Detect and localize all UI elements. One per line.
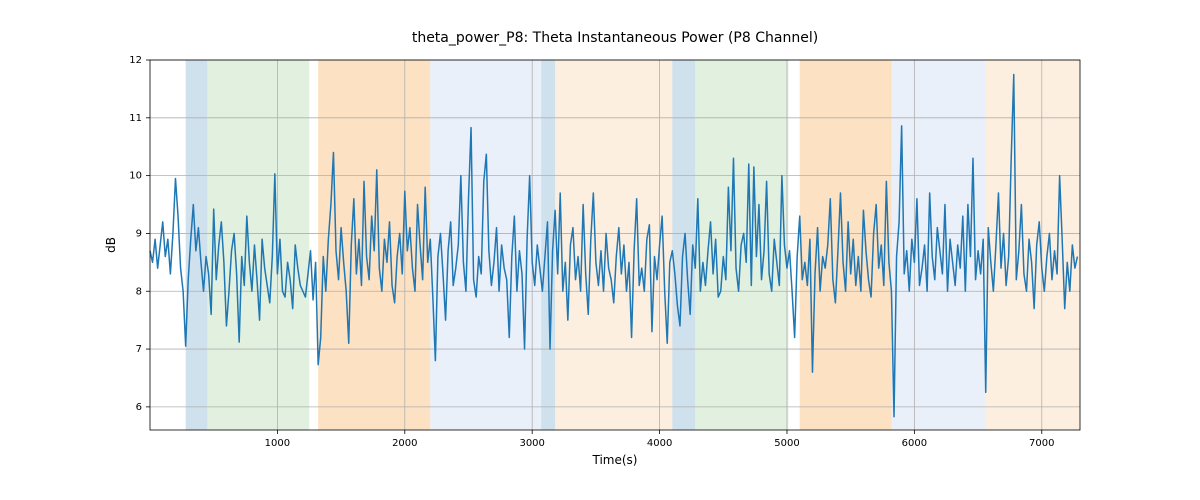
ytick-label: 10 [129, 171, 142, 182]
ytick-label: 7 [136, 344, 142, 355]
chart-figure: 1000 2000 3000 4000 5000 6000 7000 6 7 8 9 10 11 12 Ti… [0, 0, 1200, 500]
chart-band [555, 60, 672, 430]
ytick-label: 6 [136, 402, 142, 413]
chart-xticks: 1000 2000 3000 4000 5000 6000 7000 [265, 430, 1055, 449]
chart-xlabel: Time(s) [592, 453, 638, 467]
ytick-label: 8 [136, 286, 142, 297]
xtick-label: 6000 [902, 438, 927, 449]
chart-title: theta_power_P8: Theta Instantaneous Powe… [412, 30, 818, 46]
xtick-label: 7000 [1029, 438, 1054, 449]
xtick-label: 5000 [774, 438, 799, 449]
chart-band [430, 60, 541, 430]
xtick-label: 2000 [392, 438, 417, 449]
chart-ylabel: dB [104, 237, 118, 253]
ytick-label: 12 [129, 55, 142, 66]
ytick-label: 9 [136, 228, 142, 239]
xtick-label: 3000 [519, 438, 544, 449]
chart-svg: 1000 2000 3000 4000 5000 6000 7000 6 7 8 9 10 11 12 Ti… [0, 0, 1200, 500]
xtick-label: 1000 [265, 438, 290, 449]
chart-yticks: 6 7 8 9 10 11 12 [129, 55, 150, 413]
xtick-label: 4000 [647, 438, 672, 449]
ytick-label: 11 [129, 113, 142, 124]
